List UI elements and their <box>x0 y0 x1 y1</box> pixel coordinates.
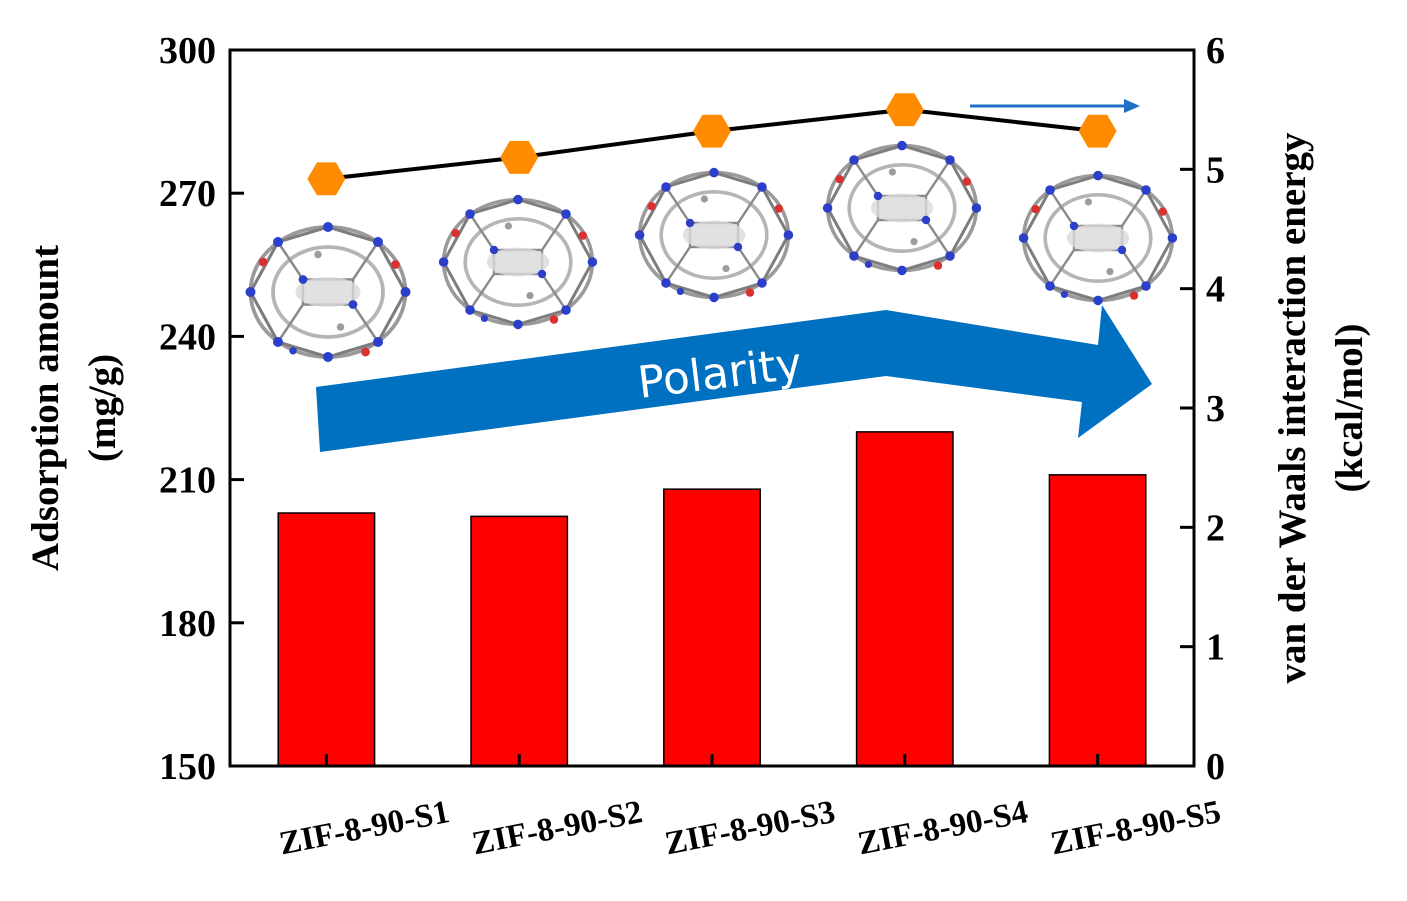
bar-zif-8-90-s5 <box>1048 474 1147 767</box>
right-axis: 0 1 2 3 4 5 6 <box>1180 30 1225 788</box>
category-label: ZIF-8-90-S1 <box>276 794 452 862</box>
category-label: ZIF-8-90-S3 <box>662 794 838 862</box>
energy-point-zif-8-90-s4 <box>885 93 924 127</box>
right-tick-label: 3 <box>1206 388 1225 430</box>
right-axis-indicator-arrow <box>970 99 1140 113</box>
category-label: ZIF-8-90-S5 <box>1048 794 1224 862</box>
left-tick-label: 150 <box>159 746 216 788</box>
category-label: ZIF-8-90-S4 <box>855 794 1031 862</box>
left-axis-unit: (mg/g) <box>81 354 124 462</box>
energy-point-zif-8-90-s1 <box>307 162 346 196</box>
line-series <box>307 93 1117 196</box>
right-tick-label: 0 <box>1206 746 1225 788</box>
polarity-arrow <box>316 305 1152 452</box>
energy-point-zif-8-90-s3 <box>693 114 731 148</box>
left-tick-label: 180 <box>159 603 216 645</box>
left-axis: 150 180 210 240 270 300 <box>159 30 244 788</box>
bar-zif-8-90-s3 <box>663 488 761 767</box>
molecule-image-s2 <box>436 193 600 332</box>
right-tick-label: 1 <box>1206 627 1225 669</box>
left-tick-label: 270 <box>159 173 216 215</box>
molecule-image-s1 <box>243 220 413 364</box>
left-tick-label: 300 <box>159 30 216 72</box>
polarity-annotation: Polarity <box>316 305 1152 452</box>
bar-zif-8-90-s4 <box>855 431 954 767</box>
molecule-image-s5 <box>1016 169 1179 308</box>
energy-point-zif-8-90-s5 <box>1078 114 1117 148</box>
right-tick-label: 6 <box>1206 30 1225 72</box>
bar-zif-8-90-s2 <box>470 515 569 767</box>
left-tick-label: 240 <box>159 316 216 358</box>
right-tick-label: 2 <box>1206 507 1225 549</box>
bar-series <box>277 431 1147 767</box>
molecule-image-s4 <box>820 139 984 278</box>
right-tick-label: 4 <box>1206 269 1225 311</box>
bar-zif-8-90-s1 <box>277 512 376 767</box>
molecule-image-s3 <box>632 166 796 305</box>
category-label: ZIF-8-90-S2 <box>469 794 645 862</box>
left-tick-label: 210 <box>159 460 216 502</box>
right-axis-title: van der Waals interaction energy <box>1271 132 1314 684</box>
energy-point-zif-8-90-s2 <box>500 140 539 174</box>
left-axis-title: Adsorption amount <box>24 245 67 571</box>
right-tick-label: 5 <box>1206 149 1225 191</box>
right-axis-unit: (kcal/mol) <box>1328 324 1371 493</box>
category-axis: ZIF-8-90-S1 ZIF-8-90-S2 ZIF-8-90-S3 ZIF-8-9… <box>276 754 1224 862</box>
